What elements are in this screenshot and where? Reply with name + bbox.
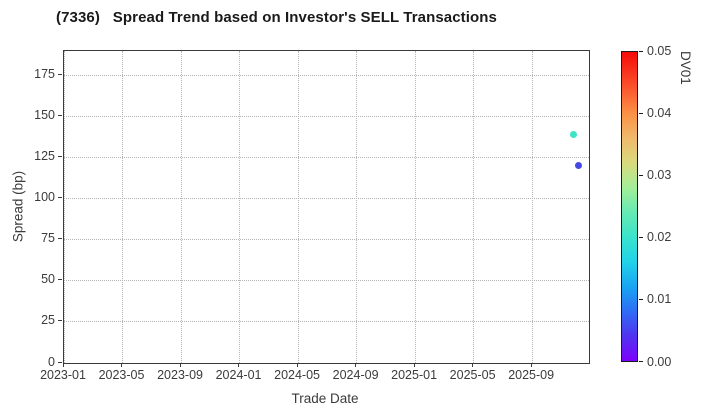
y-tick [57,361,62,363]
y-tick [57,320,62,322]
x-tick [62,363,64,368]
y-gridline [64,75,589,77]
y-gridline [64,198,589,200]
colorbar-tick-label: 0.03 [647,167,672,182]
x-tick-label: 2023-01 [40,368,86,382]
y-gridline [64,321,589,323]
x-tick [472,363,474,368]
colorbar [621,51,638,362]
y-gridline [64,239,589,241]
y-tick [57,238,62,240]
x-gridline [122,51,124,363]
colorbar-tick-label: 0.04 [647,105,672,120]
x-tick-label: 2024-01 [215,368,262,382]
y-gridline [64,280,589,282]
y-tick [57,74,62,76]
x-gridline [180,51,182,363]
x-tick [121,363,123,368]
plot-area [63,50,590,364]
y-tick [57,279,62,281]
y-tick [57,156,62,158]
y-tick-label: 50 [41,272,55,287]
colorbar-tick [639,299,643,301]
x-gridline [297,51,299,363]
y-gridline [64,116,589,118]
x-tick-label: 2025-05 [449,368,496,382]
y-tick-label: 150 [34,108,55,123]
data-point [574,162,582,170]
y-gridline [64,157,589,159]
colorbar-tick [639,237,643,239]
x-tick [296,363,298,368]
colorbar-tick-label: 0.00 [647,354,672,369]
x-gridline [473,51,475,363]
x-tick-label: 2025-01 [391,368,438,382]
x-tick [530,363,532,368]
y-tick-label: 100 [34,190,55,205]
x-tick-label: 2024-09 [332,368,379,382]
x-tick [413,363,415,368]
colorbar-label: DV01 [678,51,693,85]
colorbar-tick [639,174,643,176]
x-axis-label: Trade Date [291,391,359,406]
colorbar-tick [639,112,643,114]
y-tick-label: 125 [34,149,55,164]
y-tick-label: 25 [41,313,55,328]
chart-title: (7336) Spread Trend based on Investor's … [56,9,497,26]
colorbar-tick-label: 0.05 [647,43,672,58]
x-tick-label: 2025-09 [508,368,555,382]
x-gridline [414,51,416,363]
x-tick-label: 2024-05 [274,368,320,382]
x-tick-label: 2023-09 [157,368,203,382]
x-tick-label: 2023-05 [98,368,145,382]
colorbar-tick-label: 0.01 [647,292,672,307]
x-gridline [239,51,241,363]
x-tick [355,363,357,368]
x-tick [238,363,240,368]
colorbar-tick-label: 0.02 [647,230,672,245]
x-gridline [531,51,533,363]
x-tick [179,363,181,368]
y-tick-label: 0 [48,354,55,369]
data-point [570,131,578,139]
y-tick [57,197,62,199]
y-tick-label: 75 [41,231,55,246]
colorbar-tick [639,50,643,52]
y-tick [57,115,62,117]
y-tick-label: 175 [34,67,55,82]
x-gridline [356,51,358,363]
colorbar-tick [639,360,643,362]
x-gridline [63,51,65,363]
